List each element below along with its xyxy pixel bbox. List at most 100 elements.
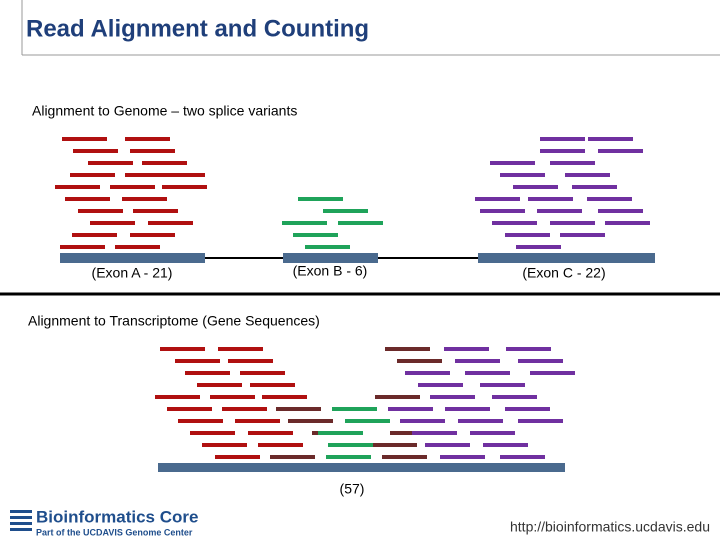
read <box>492 395 537 399</box>
read <box>70 173 115 177</box>
read <box>298 197 343 201</box>
read <box>345 419 390 423</box>
read <box>560 233 605 237</box>
exon-b <box>283 253 378 263</box>
read <box>587 197 632 201</box>
read <box>130 149 175 153</box>
read <box>190 431 235 435</box>
read <box>444 347 489 351</box>
read <box>78 209 123 213</box>
read <box>500 173 545 177</box>
read <box>270 455 315 459</box>
read <box>518 419 563 423</box>
exon-label: (Exon B - 6) <box>293 263 368 279</box>
read <box>505 233 550 237</box>
read <box>122 197 167 201</box>
read <box>372 443 417 447</box>
read <box>445 407 490 411</box>
read <box>528 197 573 201</box>
logo-bar <box>10 516 32 519</box>
read <box>397 359 442 363</box>
exon-label: (Exon C - 22) <box>522 265 605 281</box>
read <box>480 209 525 213</box>
read <box>258 443 303 447</box>
read <box>90 221 135 225</box>
read <box>516 245 561 249</box>
read <box>605 221 650 225</box>
read <box>540 149 585 153</box>
read <box>405 371 450 375</box>
read <box>167 407 212 411</box>
read <box>440 455 485 459</box>
read <box>185 371 230 375</box>
read <box>465 371 510 375</box>
read <box>130 233 175 237</box>
read <box>480 383 525 387</box>
read <box>506 347 551 351</box>
read <box>228 359 273 363</box>
read <box>530 371 575 375</box>
read <box>282 221 327 225</box>
read <box>326 455 371 459</box>
read <box>572 185 617 189</box>
genome-heading: Alignment to Genome – two splice variant… <box>32 103 297 119</box>
read <box>248 431 293 435</box>
read <box>115 245 160 249</box>
title: Read Alignment and Counting <box>26 15 369 42</box>
read <box>385 347 430 351</box>
read <box>475 197 520 201</box>
read <box>550 161 595 165</box>
read <box>178 419 223 423</box>
read <box>305 245 350 249</box>
count-label: (57) <box>340 481 365 497</box>
read <box>388 407 433 411</box>
exon-a <box>60 253 205 263</box>
read <box>418 383 463 387</box>
read <box>148 221 193 225</box>
read <box>490 161 535 165</box>
read <box>455 359 500 363</box>
read <box>550 221 595 225</box>
read <box>133 209 178 213</box>
logo-title: Bioinformatics Core <box>36 507 198 526</box>
read <box>276 407 321 411</box>
read <box>250 383 295 387</box>
read <box>323 209 368 213</box>
read <box>318 431 363 435</box>
read <box>518 359 563 363</box>
logo: Bioinformatics Core Part of the UCDAVIS … <box>10 507 198 537</box>
read <box>202 443 247 447</box>
logo-bar <box>10 528 32 531</box>
transcript-bar <box>158 463 565 472</box>
logo-subtitle: Part of the UCDAVIS Genome Center <box>36 527 193 537</box>
read <box>338 221 383 225</box>
read <box>470 431 515 435</box>
reads <box>55 137 650 459</box>
read <box>160 173 205 177</box>
exon-c <box>478 253 655 263</box>
read <box>598 209 643 213</box>
read <box>155 395 200 399</box>
read <box>197 383 242 387</box>
read <box>222 407 267 411</box>
read <box>332 407 377 411</box>
read <box>492 221 537 225</box>
read <box>215 455 260 459</box>
read <box>162 185 207 189</box>
read <box>288 419 333 423</box>
read <box>505 407 550 411</box>
read <box>588 137 633 141</box>
read <box>537 209 582 213</box>
read <box>540 137 585 141</box>
exon-label: (Exon A - 21) <box>92 265 173 281</box>
read <box>483 443 528 447</box>
read <box>160 347 205 351</box>
read <box>235 419 280 423</box>
read <box>293 233 338 237</box>
read <box>328 443 373 447</box>
read <box>88 161 133 165</box>
read <box>125 173 170 177</box>
read <box>240 371 285 375</box>
read <box>375 395 420 399</box>
